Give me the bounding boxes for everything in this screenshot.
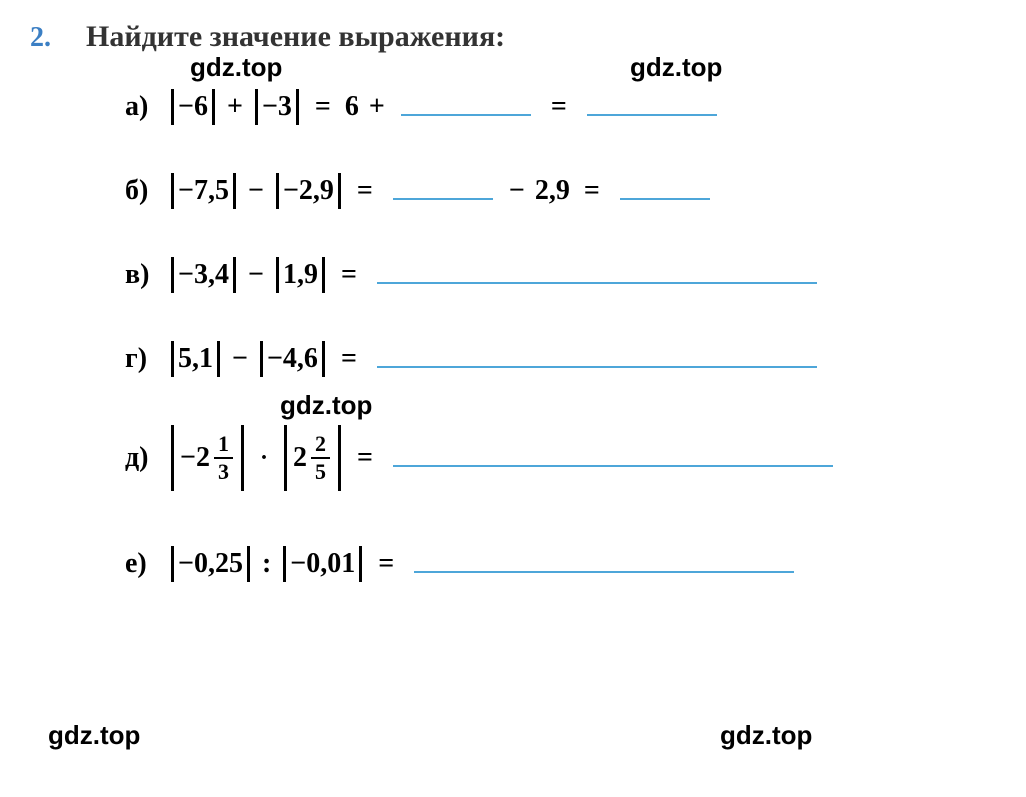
exercise-d: г) 5,1 − −4,6 = <box>125 341 996 377</box>
plus-operator: + <box>227 91 243 123</box>
exercise-label-b: б) <box>125 175 159 207</box>
equals-sign: = <box>357 175 373 207</box>
watermark: gdz.top <box>190 52 282 83</box>
equals-sign: = <box>341 343 357 375</box>
abs-content: 1,9 <box>283 259 318 291</box>
equals-sign: = <box>357 442 373 474</box>
equals-sign: = <box>378 548 394 580</box>
exercise-label-e: д) <box>125 442 159 474</box>
abs-content: −6 <box>178 91 208 123</box>
denominator: 5 <box>311 459 330 483</box>
abs-value: −3,4 <box>171 257 236 293</box>
exercise-a: а) −6 + −3 = 6 + = <box>125 89 996 125</box>
abs-value: −7,5 <box>171 173 236 209</box>
watermark: gdz.top <box>630 52 722 83</box>
abs-value: −6 <box>171 89 215 125</box>
answer-blank[interactable] <box>377 366 817 368</box>
math-expression-d: 5,1 − −4,6 = <box>169 341 823 377</box>
minus-operator: − <box>232 343 248 375</box>
minus-operator: − <box>248 259 264 291</box>
multiply-operator: · <box>260 445 268 472</box>
abs-value: −0,25 <box>171 546 250 582</box>
denominator: 3 <box>214 459 233 483</box>
abs-value: −2,9 <box>276 173 341 209</box>
abs-content: 5,1 <box>178 343 213 375</box>
exercise-label-f: е) <box>125 548 159 580</box>
math-expression-a: −6 + −3 = 6 + = <box>169 89 723 125</box>
minus-operator: − <box>509 175 525 207</box>
watermark: gdz.top <box>48 720 140 751</box>
mixed-fraction: 2 2 5 <box>293 433 332 483</box>
abs-value: −3 <box>255 89 299 125</box>
abs-value: 5,1 <box>171 341 220 377</box>
answer-blank[interactable] <box>620 198 710 200</box>
abs-value: 2 2 5 <box>284 425 341 491</box>
equals-sign: = <box>315 91 331 123</box>
abs-value: 1,9 <box>276 257 325 293</box>
numerator: 2 <box>311 433 330 459</box>
negative-sign: − <box>180 442 196 474</box>
abs-value: −0,01 <box>283 546 362 582</box>
equals-sign: = <box>584 175 600 207</box>
numerator: 1 <box>214 433 233 459</box>
abs-content: −4,6 <box>267 343 318 375</box>
answer-blank[interactable] <box>393 198 493 200</box>
abs-content: −0,25 <box>178 548 243 580</box>
equals-sign: = <box>551 91 567 123</box>
equals-sign: = <box>341 259 357 291</box>
mixed-fraction: 2 1 3 <box>196 433 235 483</box>
problem-number: 2. <box>30 22 51 54</box>
exercise-label-d: г) <box>125 343 159 375</box>
whole-part: 2 <box>196 442 210 474</box>
math-expression-e: − 2 1 3 · 2 2 5 = <box>169 425 839 491</box>
exercise-c: в) −3,4 − 1,9 = <box>125 257 996 293</box>
exercise-f: е) −0,25 : −0,01 = <box>125 546 996 582</box>
abs-value: − 2 1 3 <box>171 425 244 491</box>
abs-content: −0,01 <box>290 548 355 580</box>
minus-operator: − <box>248 175 264 207</box>
abs-content: −7,5 <box>178 175 229 207</box>
fraction: 1 3 <box>214 433 233 483</box>
exercise-e: д) − 2 1 3 · 2 2 5 <box>125 425 996 491</box>
exercise-b: б) −7,5 − −2,9 = − 2,9 = <box>125 173 996 209</box>
answer-blank[interactable] <box>393 465 833 467</box>
answer-blank[interactable] <box>414 571 794 573</box>
number-value: 6 <box>345 91 359 123</box>
answer-blank[interactable] <box>587 114 717 116</box>
math-expression-c: −3,4 − 1,9 = <box>169 257 823 293</box>
number-value: 2,9 <box>535 175 570 207</box>
abs-content: −3,4 <box>178 259 229 291</box>
problem-title: Найдите значение выражения: <box>86 20 505 54</box>
watermark: gdz.top <box>720 720 812 751</box>
answer-blank[interactable] <box>377 282 817 284</box>
answer-blank[interactable] <box>401 114 531 116</box>
math-expression-b: −7,5 − −2,9 = − 2,9 = <box>169 173 716 209</box>
problem-header: 2. Найдите значение выражения: <box>30 20 996 54</box>
abs-content: −3 <box>262 91 292 123</box>
exercise-label-a: а) <box>125 91 159 123</box>
abs-value: −4,6 <box>260 341 325 377</box>
fraction: 2 5 <box>311 433 330 483</box>
divide-operator: : <box>262 548 271 580</box>
exercise-label-c: в) <box>125 259 159 291</box>
plus-operator: + <box>369 91 385 123</box>
whole-part: 2 <box>293 442 307 474</box>
math-expression-f: −0,25 : −0,01 = <box>169 546 800 582</box>
exercises-container: а) −6 + −3 = 6 + = б) −7,5 − −2,9 = − 2,… <box>30 89 996 582</box>
abs-content: −2,9 <box>283 175 334 207</box>
